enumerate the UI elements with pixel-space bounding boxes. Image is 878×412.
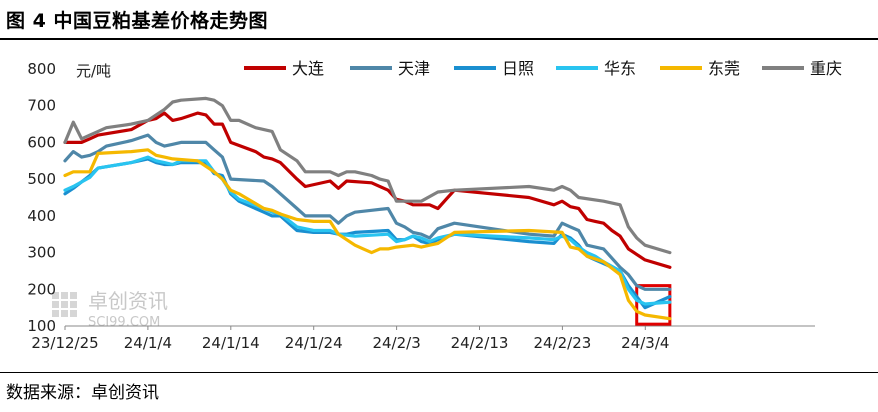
y-tick-label: 800	[27, 60, 56, 78]
legend-label: 华东	[604, 59, 636, 78]
data-source-note: 数据来源：卓创资讯	[6, 383, 159, 403]
x-tick-label: 24/1/4	[124, 334, 172, 352]
watermark-logo: 卓创资讯 SCI99.COM	[52, 289, 168, 330]
x-tick-label: 24/1/24	[285, 334, 343, 352]
watermark-icon	[52, 292, 77, 317]
series-line-重庆	[63, 96, 672, 255]
chart-legend: 大连 天津 日照 华东 东莞 重庆	[244, 59, 842, 78]
legend-item-日照: 日照	[454, 59, 534, 78]
footer-divider	[0, 372, 878, 373]
legend-item-东莞: 东莞	[660, 59, 740, 78]
title-divider	[0, 38, 878, 40]
x-tick-label: 24/1/14	[202, 334, 260, 352]
x-tick-label: 24/2/13	[451, 334, 509, 352]
legend-label: 日照	[502, 59, 534, 78]
series-line-大连	[63, 111, 672, 269]
y-tick-label: 600	[27, 133, 56, 151]
chart-axes: 100 200 300 400 500 600 700 800 元/吨 23/12/25 24/1/…	[27, 60, 815, 352]
y-tick-label: 100	[27, 317, 56, 335]
legend-item-大连: 大连	[244, 59, 324, 78]
y-tick-label: 200	[27, 280, 56, 298]
title-bar: 图 4 中国豆粕基差价格走势图	[0, 0, 878, 40]
x-tick-label: 24/2/3	[372, 334, 420, 352]
y-tick-label: 500	[27, 170, 56, 188]
legend-item-华东: 华东	[556, 59, 636, 78]
y-axis-unit-label: 元/吨	[76, 62, 111, 80]
line-chart: 卓创资讯 SCI99.COM 100 200 300 400 500 600 700 800 元/…	[27, 59, 842, 352]
highlight-box	[635, 284, 672, 326]
y-tick-label: 400	[27, 207, 56, 225]
y-tick-label: 300	[27, 244, 56, 262]
y-tick-label: 700	[27, 97, 56, 115]
legend-item-天津: 天津	[350, 59, 430, 78]
x-tick-label: 24/3/4	[621, 334, 669, 352]
watermark-name: 卓创资讯	[88, 289, 168, 313]
legend-label: 大连	[292, 59, 324, 78]
legend-item-重庆: 重庆	[762, 59, 842, 78]
legend-label: 天津	[398, 59, 430, 78]
x-tick-label: 23/12/25	[31, 334, 98, 352]
highlight-box-layer	[635, 284, 672, 326]
watermark-site: SCI99.COM	[88, 315, 160, 330]
series-lines	[63, 96, 672, 321]
legend-label: 东莞	[708, 59, 740, 78]
x-tick-label: 24/2/23	[533, 334, 591, 352]
series-line-天津	[63, 133, 672, 291]
series-line-东莞	[63, 148, 672, 321]
page-title: 图 4 中国豆粕基差价格走势图	[6, 10, 268, 32]
series-line-华东	[63, 155, 672, 306]
legend-label: 重庆	[810, 59, 842, 78]
